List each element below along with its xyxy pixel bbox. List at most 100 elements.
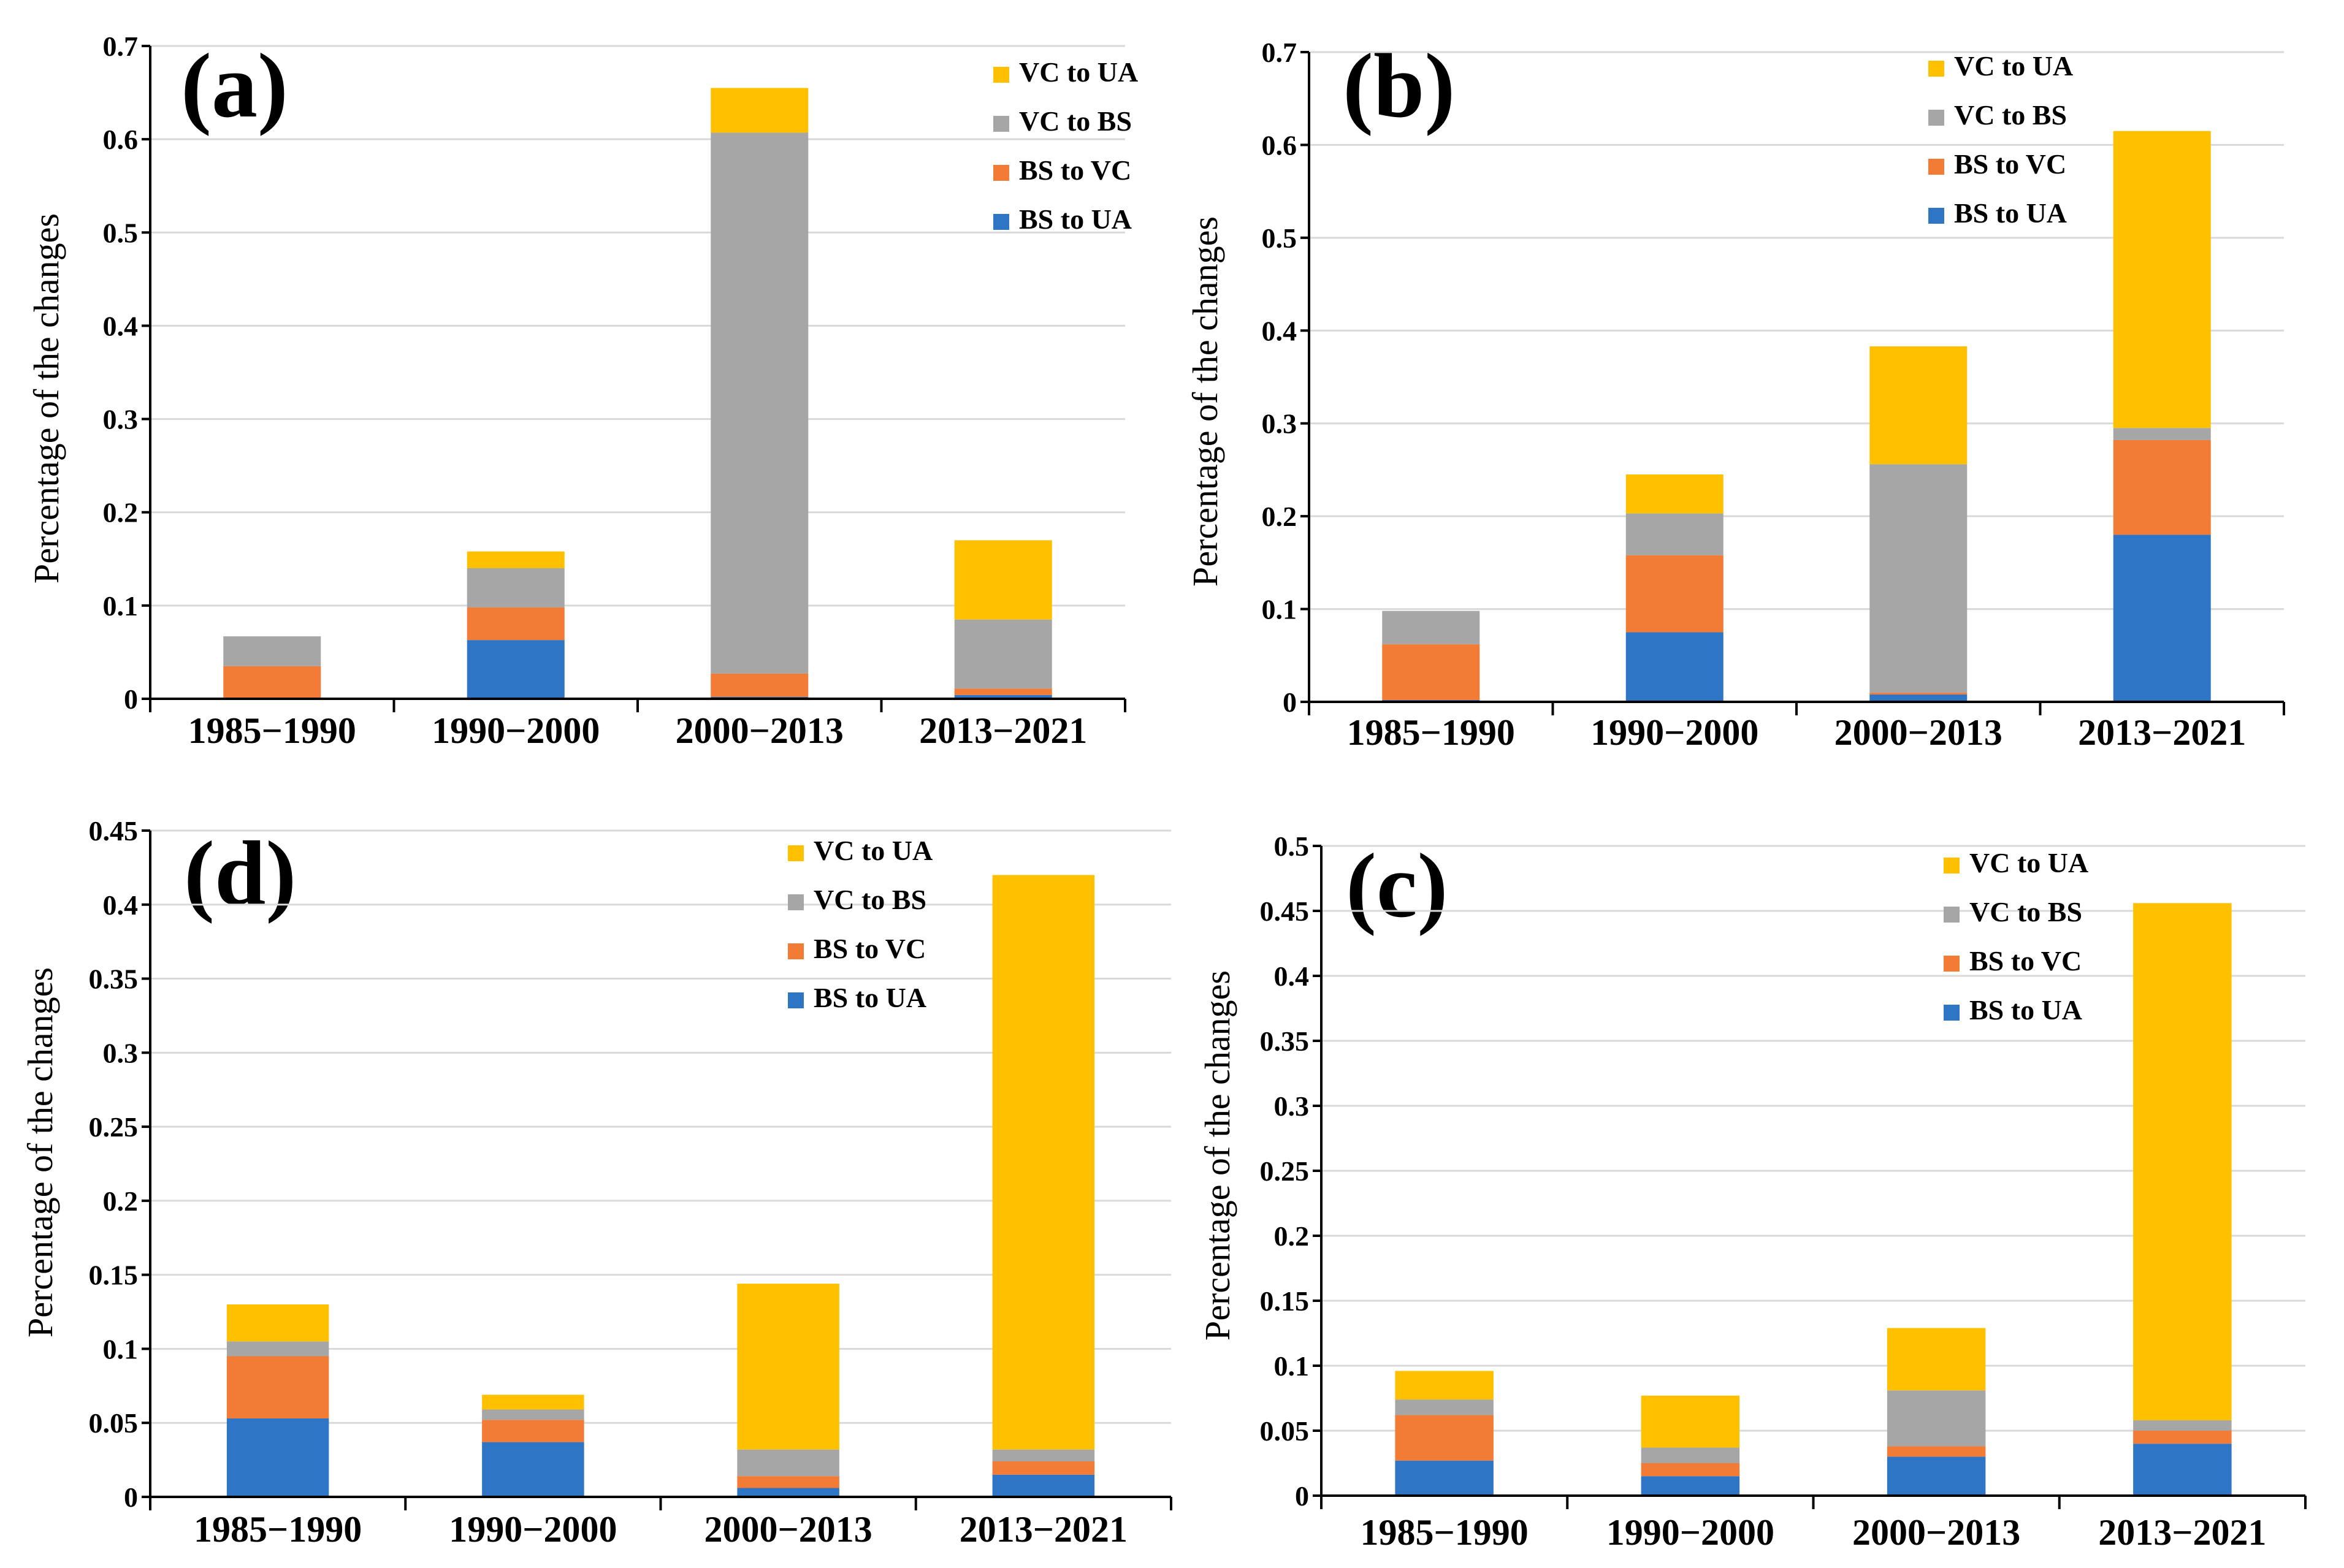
- y-tick-label: 0.2: [1262, 501, 1297, 532]
- y-tick-label: 0: [124, 683, 138, 715]
- y-tick-label: 0: [124, 1482, 138, 1513]
- y-tick-label: 0.15: [1260, 1285, 1310, 1317]
- bar-segment-vc-to-bs: [1382, 611, 1480, 645]
- legend-label: VC to UA: [1019, 56, 1138, 88]
- y-tick-label: 0.4: [103, 310, 139, 341]
- bar-segment-bs-to-ua: [1869, 694, 1968, 702]
- bar-segment-bs-to-ua: [482, 1442, 584, 1497]
- x-tick-label: 2000−2013: [676, 710, 844, 751]
- legend-label: BS to UA: [1019, 204, 1132, 235]
- x-tick-label: 1985−1990: [194, 1509, 362, 1550]
- chart-panel-c: (c) Percentage of the changes 0 0.05 0.1 0.…: [1197, 831, 2307, 1553]
- legend-label: VC to BS: [1969, 896, 2082, 927]
- y-axis-label: Percentage of the changes: [20, 967, 60, 1338]
- y-tick-label: 0.1: [103, 590, 139, 622]
- bar-segment-bs-to-ua: [1887, 1456, 1986, 1496]
- panel-label: (b): [1343, 35, 1455, 137]
- legend-swatch-bs-to-vc: [1944, 956, 1960, 972]
- y-tick-label: 0.1: [103, 1333, 139, 1364]
- bar-segment-bs-to-vc: [223, 666, 321, 699]
- bar-segment-bs-to-vc: [1395, 1415, 1494, 1461]
- y-tick-label: 0: [1295, 1480, 1309, 1512]
- legend-swatch-vc-to-bs: [993, 116, 1009, 132]
- bar-segment-vc-to-bs: [2113, 428, 2211, 440]
- bar-segment-vc-to-ua: [2113, 131, 2211, 428]
- bar-segment-bs-to-vc: [467, 607, 565, 641]
- legend-swatch-bs-to-vc: [1928, 159, 1944, 175]
- bar-segment-vc-to-ua: [482, 1395, 584, 1410]
- bar-segment-bs-to-ua: [1625, 632, 1724, 702]
- y-tick-label: 0.4: [1274, 961, 1310, 992]
- y-tick-label: 0.7: [1262, 37, 1297, 68]
- bar-segment-vc-to-bs: [482, 1409, 584, 1420]
- bar-segment-bs-to-vc: [482, 1420, 584, 1442]
- bar-segment-bs-to-vc: [2113, 440, 2211, 535]
- bar-segment-bs-to-ua: [737, 1488, 839, 1497]
- y-tick-label: 0.5: [1262, 223, 1297, 254]
- legend-swatch-vc-to-ua: [1944, 858, 1960, 873]
- legend-label: BS to UA: [1969, 994, 2082, 1026]
- y-tick-label: 0.5: [1274, 831, 1310, 862]
- x-tick-label: 1990−2000: [1590, 712, 1758, 753]
- y-tick-label: 0.35: [89, 964, 139, 995]
- bar-segment-bs-to-vc: [1641, 1463, 1740, 1477]
- y-tick-label: 0.4: [103, 889, 139, 921]
- x-tick-label: 1985−1990: [188, 710, 356, 751]
- legend-swatch-bs-to-ua: [1944, 1005, 1960, 1021]
- legend-label: BS to UA: [814, 982, 926, 1013]
- y-axis-label: Percentage of the changes: [1197, 970, 1237, 1341]
- y-tick-label: 0.3: [103, 404, 139, 435]
- y-tick-label: 0.05: [89, 1407, 139, 1439]
- legend-swatch-bs-to-ua: [993, 214, 1009, 230]
- bar-segment-bs-to-vc: [1625, 555, 1724, 633]
- bar-segment-vc-to-ua: [992, 875, 1095, 1450]
- x-tick-label: 2013−2021: [2098, 1512, 2266, 1553]
- bar-segment-vc-to-bs: [992, 1449, 1095, 1462]
- bar-segment-vc-to-bs: [737, 1449, 839, 1477]
- y-tick-label: 0.2: [1274, 1220, 1310, 1252]
- legend-label: VC to UA: [1969, 847, 2088, 878]
- bar-segment-vc-to-bs: [711, 132, 809, 674]
- bar-segment-vc-to-ua: [1887, 1328, 1986, 1391]
- x-tick-label: 1990−2000: [1606, 1512, 1774, 1553]
- y-tick-label: 0.4: [1262, 315, 1297, 346]
- bar-segment-vc-to-bs: [1641, 1447, 1740, 1463]
- y-tick-label: 0.15: [89, 1260, 139, 1291]
- legend-label: VC to UA: [1954, 50, 2073, 82]
- bar-segment-bs-to-vc: [711, 673, 809, 697]
- legend-label: VC to BS: [1019, 105, 1132, 137]
- y-tick-label: 0.5: [103, 217, 139, 248]
- legend-label: VC to BS: [814, 884, 926, 915]
- bar-segment-bs-to-vc: [992, 1461, 1095, 1475]
- legend-swatch-vc-to-ua: [788, 845, 804, 861]
- y-tick-label: 0.3: [1262, 408, 1297, 440]
- legend-swatch-vc-to-bs: [788, 894, 804, 910]
- y-tick-label: 0.05: [1260, 1415, 1310, 1447]
- bar-segment-bs-to-ua: [992, 1474, 1095, 1497]
- y-tick-label: 0.45: [89, 815, 139, 847]
- bar-segment-bs-to-ua: [2113, 535, 2211, 702]
- y-tick-label: 0.25: [1260, 1155, 1310, 1187]
- y-tick-label: 0.1: [1262, 594, 1297, 625]
- bar-segment-bs-to-ua: [2133, 1444, 2232, 1496]
- bar-segment-vc-to-ua: [1869, 346, 1968, 465]
- legend-swatch-bs-to-vc: [993, 165, 1009, 181]
- legend-swatch-bs-to-ua: [788, 992, 804, 1008]
- x-tick-label: 1985−1990: [1347, 712, 1515, 753]
- legend-label: BS to VC: [1954, 148, 2066, 180]
- bar-segment-bs-to-ua: [1395, 1460, 1494, 1496]
- y-tick-label: 0.2: [103, 1186, 139, 1217]
- bar-segment-bs-to-vc: [954, 688, 1052, 695]
- x-tick-label: 2000−2013: [1834, 712, 2002, 753]
- panel-label: (a): [181, 35, 288, 137]
- bar-segment-bs-to-vc: [226, 1356, 329, 1418]
- bar-segment-vc-to-ua: [1641, 1395, 1740, 1448]
- y-tick-label: 0.7: [103, 31, 139, 62]
- bar-segment-vc-to-ua: [954, 540, 1052, 620]
- y-tick-label: 0.6: [103, 124, 139, 155]
- bar-segment-bs-to-ua: [467, 640, 565, 699]
- legend-swatch-bs-to-ua: [1928, 208, 1944, 224]
- bar-segment-bs-to-ua: [954, 695, 1052, 699]
- y-tick-label: 0.35: [1260, 1026, 1310, 1057]
- y-tick-label: 0.45: [1260, 896, 1310, 927]
